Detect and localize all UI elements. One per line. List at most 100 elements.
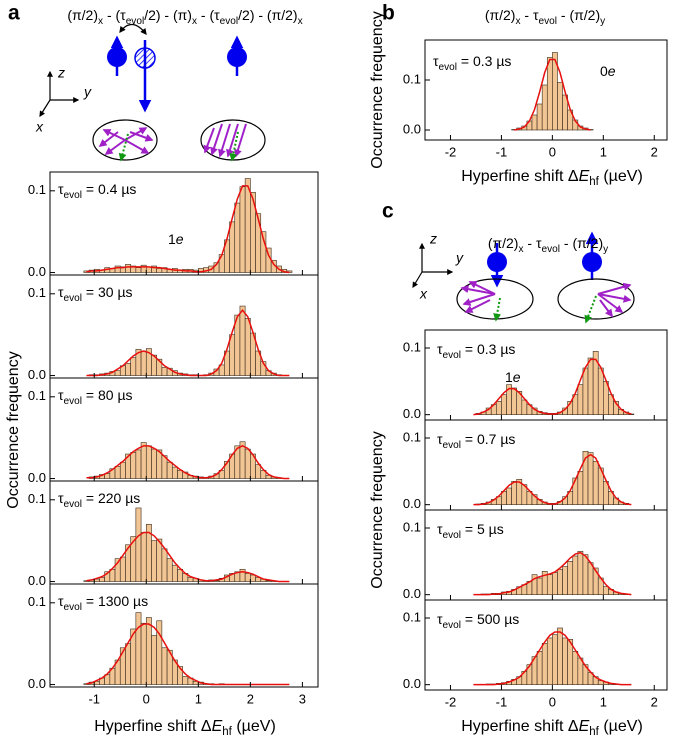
histogram-bar [161,367,168,376]
histogram-bar [577,384,584,415]
y-tick-label: 0.1 [403,339,421,354]
histogram-bar [151,448,157,479]
text-part: = 0.3 µs [461,341,515,357]
text-part: e [513,369,521,385]
fit-curve [473,358,632,416]
text-part: = 80 µs [82,387,132,403]
text-part: E [579,168,590,185]
x-tick-label: 2 [651,694,658,709]
fit-curve [86,308,290,377]
histogram-bar [541,643,548,685]
text-part: 1 [168,231,176,247]
y-tick-label: 0.1 [28,491,46,506]
histogram-bar [531,114,538,131]
plot-frame [424,39,668,141]
text-part: τ [437,341,443,357]
histogram-bar [234,202,241,273]
text-part: τ [58,490,64,506]
text-part: Hyperfine shift Δ [94,718,212,735]
axis-x: x [35,119,44,135]
histogram-bar [135,507,142,582]
text-part: τ [58,181,64,197]
histogram-bar [135,267,142,273]
text-part: e [608,63,616,79]
histogram-bar [255,213,262,273]
x-tick-label: 0 [143,691,150,706]
text-part: evol [64,499,83,510]
histogram-bar [557,627,563,685]
state-label: 1e [168,231,184,247]
text-part: (µeV) [599,718,643,735]
text-part: - (π/2) [560,235,603,251]
histogram-bar [536,577,543,595]
annotation: τevol = 80 µs [58,387,133,407]
annotation: τevol = 0.3 µs [437,341,515,361]
y-tick-label: 0.0 [28,573,46,588]
histogram-bar [156,538,163,582]
histogram-bar [592,461,599,505]
histogram-bar [536,103,543,131]
text-part: - (τ [197,7,220,23]
annotation: τevol = 500 µs [437,611,519,631]
histogram-bar [567,561,574,595]
histogram-bar [572,555,579,595]
text-part: E [212,718,223,735]
histogram-bar [541,84,548,131]
y-tick-label: 0.0 [403,586,421,601]
text-part: evol [126,16,145,27]
x-tick-label: 2 [651,144,658,159]
text-part: E [579,718,590,735]
histogram-bar [582,554,589,595]
panel-title: (π/2)x - (τevol/2) - (π)x - (τevol/2) - … [67,7,302,27]
histogram-bar [182,676,189,685]
text-part: /2) - (π/2) [238,7,297,23]
histogram-bar [250,574,256,582]
histogram-bar [562,566,568,595]
text-part: hf [589,726,599,738]
histogram-bar [603,586,609,595]
text-part: (π/2) [488,235,519,251]
y-tick-label: 0.1 [403,609,421,624]
text-part: Hyperfine shift Δ [461,168,579,185]
histogram-bar [171,466,178,479]
histogram-bar [239,305,246,376]
text-part: = 220 µs [82,490,140,506]
histogram-bar [613,401,619,415]
histogram-bar [130,452,137,479]
annotation: τevol = 0.3 µs [433,53,511,73]
fit-curve [86,185,290,274]
text-part: (µeV) [599,168,643,185]
text-part: /2) - (π) [144,7,192,23]
histogram-bar [511,481,518,505]
plot-frame [49,583,319,688]
histogram-bar [151,635,157,685]
axis-z: z [429,231,437,247]
panel-title: (π/2)x - τevol - (π/2)y [488,235,609,255]
y-axis-label: Occurrence frequency [369,431,386,588]
text-part: - τ [521,7,539,23]
histogram-bar [177,666,183,685]
annotation: τevol = 0.4 µs [58,181,136,201]
text-part: τ [433,53,439,69]
histogram-bar [557,569,563,595]
axis-y: y [83,84,92,100]
state-label: 1e [505,369,521,385]
histogram-bar [161,647,168,685]
histogram-bar [166,461,173,479]
panel-letter: c [382,200,394,223]
text-part: evol [64,396,83,407]
histogram-bar [511,387,518,415]
x-tick-label: -1 [496,144,508,159]
histogram-bar [239,186,246,273]
text-part: evol [443,440,462,451]
histogram-bar [135,449,142,479]
text-part: evol [542,244,561,255]
histogram-bar [506,487,512,505]
fit-curve [514,58,591,131]
histogram-bar [135,612,142,685]
text-part: x [298,16,303,27]
histogram-bar [587,357,594,415]
text-part: τ [58,593,64,609]
text-part: = 5 µs [461,521,504,537]
text-part: (µeV) [232,718,276,735]
